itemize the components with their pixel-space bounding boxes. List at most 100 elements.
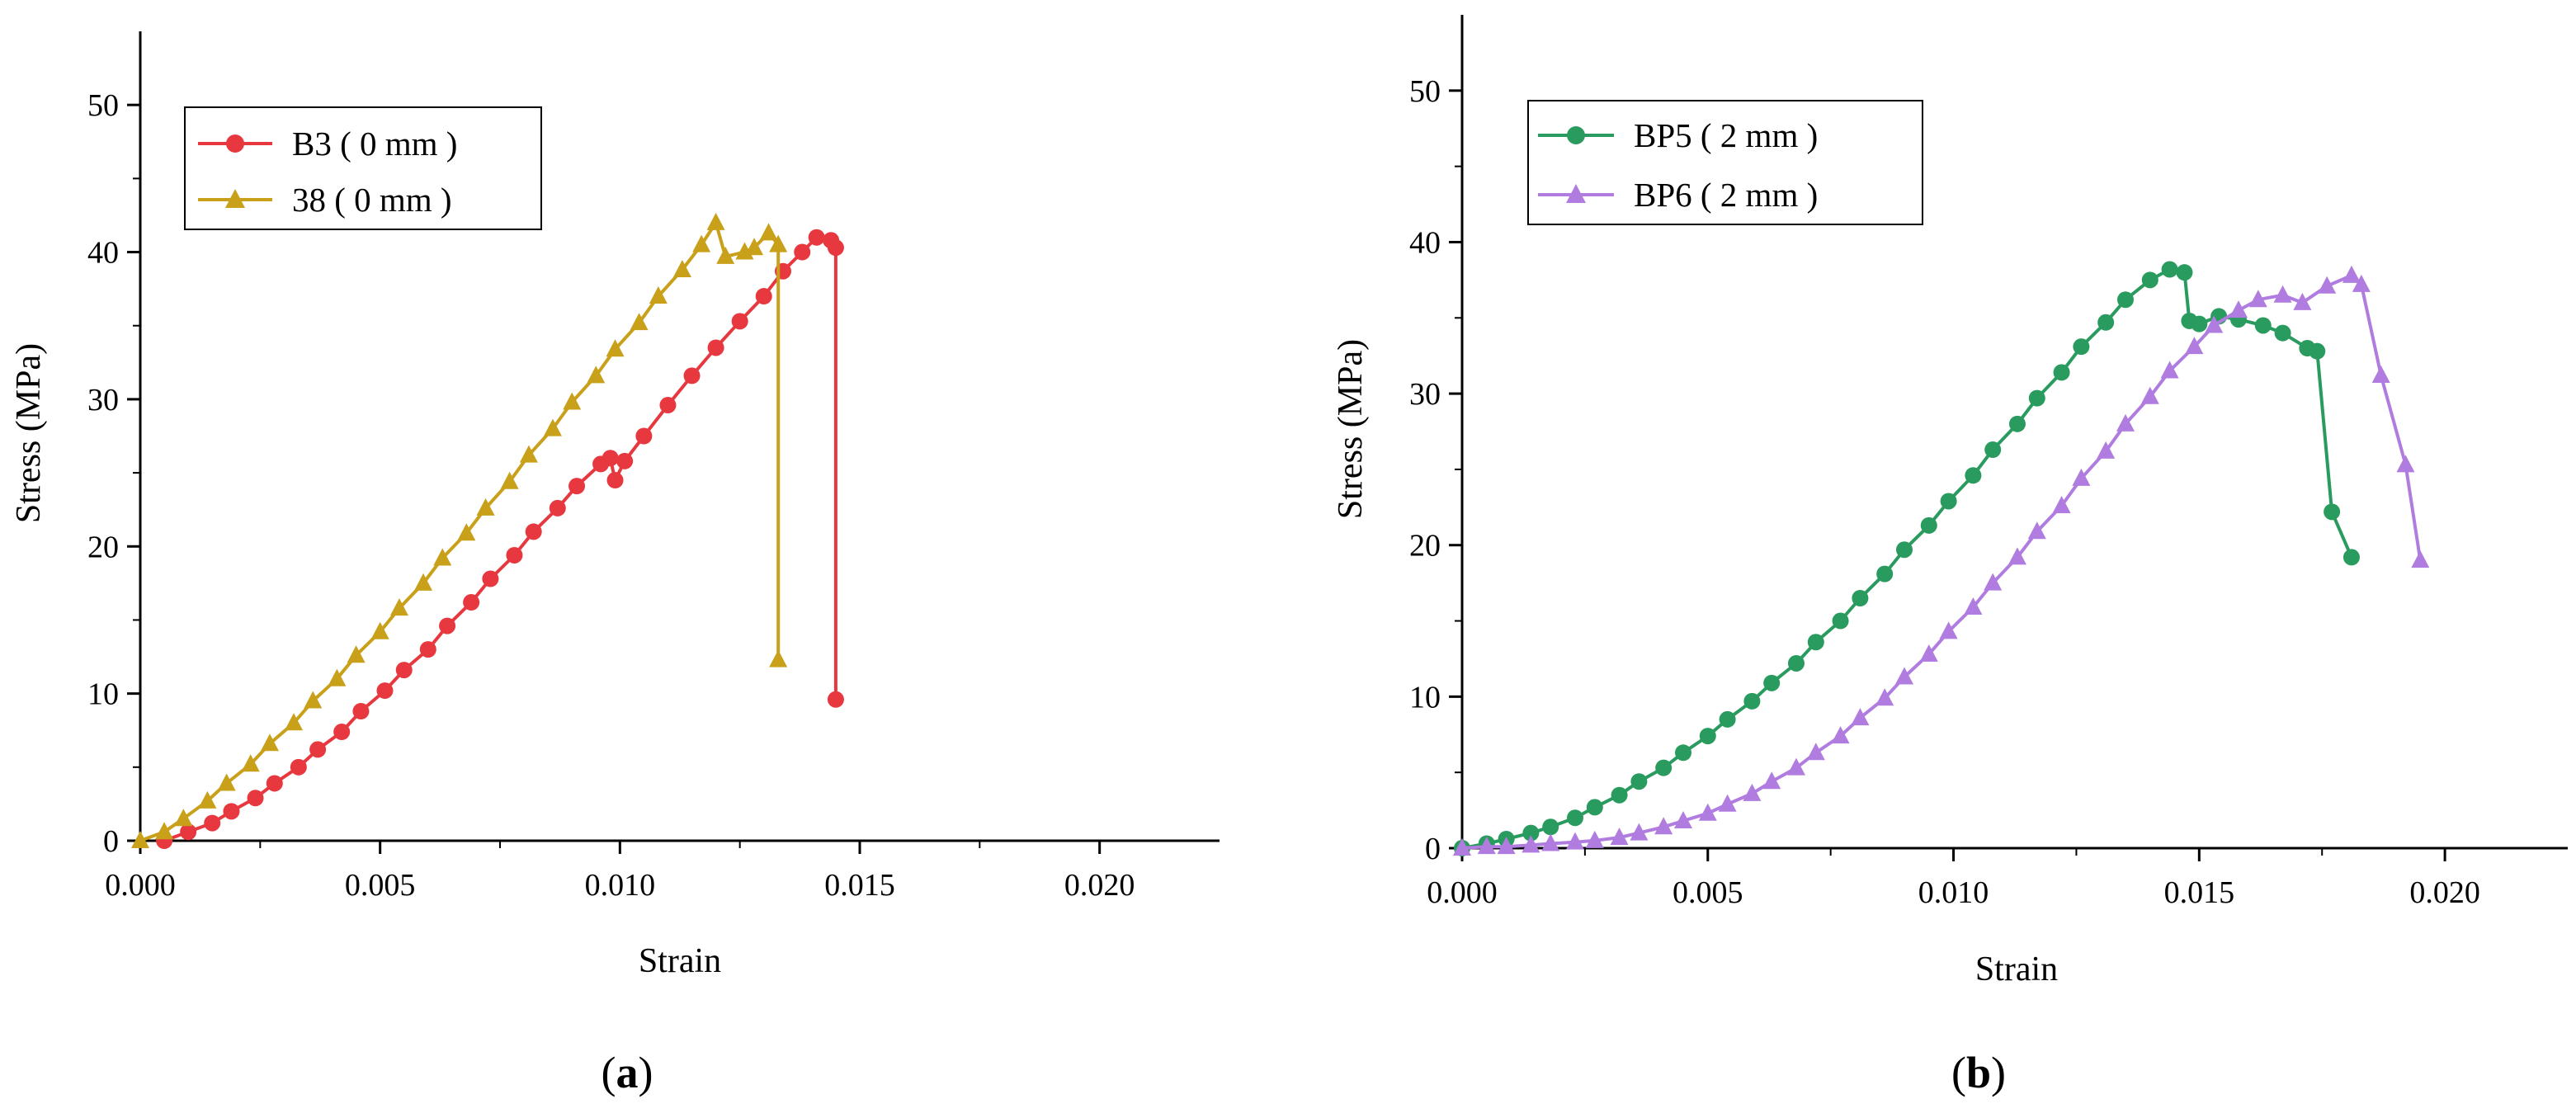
series-b3-point: [549, 499, 566, 516]
series-bp6-point: [1895, 667, 1913, 685]
series-bp6-point: [1718, 794, 1737, 812]
series-bp6-point: [2371, 365, 2390, 384]
series-38-point: [174, 809, 193, 827]
series-bp5-point: [1522, 824, 1540, 842]
series-b3-point: [309, 741, 327, 758]
series-bp5-point: [1630, 773, 1648, 790]
series-b3-point: [376, 682, 394, 700]
series-bp5-point: [2117, 291, 2134, 309]
series-38-point: [745, 238, 764, 256]
series-38-point: [285, 713, 304, 731]
series-bp6-point: [2411, 550, 2430, 568]
panel-b-y-ticks: 0 10 20 30 40 50: [1409, 74, 1462, 866]
series-bp5-point: [2309, 342, 2326, 360]
series-38-point: [519, 445, 538, 463]
series-bp6-point: [2052, 495, 2071, 513]
series-b3-point: [683, 367, 701, 384]
series-bp5-point: [1763, 674, 1781, 691]
series-bp6-point: [1743, 783, 1762, 801]
series-38-point: [155, 822, 174, 840]
panel-a-x-ticks: 0.000 0.005 0.010 0.015 0.020: [105, 841, 1135, 903]
panel-b-x-tick-label: 0.015: [2164, 875, 2235, 910]
series-bp6-point: [1806, 743, 1825, 761]
panel-b-y-tick-label: 30: [1409, 377, 1441, 412]
panel-a-x-axis-title: Strain: [639, 942, 721, 980]
series-38-point: [672, 259, 691, 277]
series-bp5-point: [1984, 441, 2002, 459]
series-b3-point: [419, 641, 436, 658]
panel-a-x-tick-label: 0.020: [1064, 868, 1135, 903]
series-bp6-point: [1964, 597, 1983, 615]
series-b3-point: [616, 452, 634, 469]
panel-b-x-axis-title: Strain: [1975, 950, 2058, 988]
panel-a-x-tick-label: 0.010: [585, 868, 656, 903]
series-38-point: [706, 212, 725, 230]
series-bp5-point: [1920, 516, 1937, 534]
series-bp6-point: [1541, 833, 1560, 851]
series-bp5-point: [1699, 728, 1716, 745]
series-bp5-point: [1940, 493, 1957, 510]
series-b3-point: [635, 427, 653, 445]
series-bp6-point: [1654, 817, 1673, 835]
series-b3-point: [223, 803, 240, 820]
panel-a-x-tick-label: 0.005: [345, 868, 416, 903]
series-bp6-point: [1522, 835, 1540, 853]
series-38-point: [241, 754, 260, 772]
series-bp5-point: [2141, 271, 2158, 289]
series-bp6-point: [1610, 828, 1629, 846]
series-b3-point: [755, 288, 772, 305]
series-38-point: [630, 313, 649, 331]
series-bp5-point: [1586, 799, 1603, 816]
series-38-point: [769, 649, 788, 667]
series-bp6-point: [2205, 315, 2224, 333]
series-bp6-point: [1831, 726, 1850, 744]
legend-b3-marker: [226, 134, 244, 153]
series-b3-point: [569, 478, 586, 495]
panel-b-legend-box: [1527, 100, 1923, 225]
series-bp5-point: [1832, 612, 1849, 630]
legend-b3-label: B3 ( 0 mm ): [292, 125, 457, 163]
series-bp5-line: [1461, 267, 2353, 850]
series-bp5-point: [1655, 759, 1673, 776]
series-38-point: [413, 573, 432, 591]
series-b3-point: [731, 313, 748, 330]
series-b3-point: [247, 790, 264, 807]
series-bp5-point: [2073, 338, 2090, 356]
series-bp6-point: [1565, 832, 1584, 850]
series-38-point: [347, 645, 366, 663]
panel-b-y-tick-label: 20: [1409, 529, 1441, 564]
series-bp6-point: [2185, 337, 2204, 355]
series-bp6-point: [2293, 292, 2312, 310]
legend-bp6-marker: [1566, 184, 1586, 203]
series-38-point: [769, 234, 788, 252]
legend-bp6-label: BP6 ( 2 mm ): [1634, 176, 1818, 214]
series-38-point: [217, 773, 236, 791]
series-bp5-point: [2324, 503, 2341, 521]
series-bp6-point: [2007, 547, 2026, 565]
panel-a-legend-box: [184, 106, 542, 230]
series-b3-point: [606, 472, 624, 489]
series-38-point: [389, 598, 408, 616]
panel-a-x-tick-label: 0.000: [105, 868, 176, 903]
series-bp5-point: [1852, 590, 1869, 606]
panel-b-y-tick-label: 0: [1425, 832, 1441, 866]
series-bp6-line: [1461, 273, 2423, 850]
panel-b-caption: (b): [1951, 1048, 2006, 1097]
series-38-line: [139, 220, 781, 842]
series-bp6-point: [2352, 274, 2371, 292]
series-bp5-point: [1719, 710, 1736, 728]
panel-a-y-tick-label: 20: [87, 530, 119, 564]
panel-b-x-tick-label: 0.020: [2409, 875, 2480, 910]
panel-a-plot-area: [131, 212, 844, 849]
series-b3-point: [827, 239, 844, 257]
series-bp5-point: [2097, 314, 2115, 331]
series-b3-point: [290, 758, 307, 776]
panel-a-y-tick-label: 40: [87, 236, 119, 271]
series-bp5-point: [2028, 389, 2045, 407]
series-bp5-point: [1965, 467, 1982, 484]
panel-b-letter: b: [1966, 1048, 1991, 1097]
panel-a-letter: a: [616, 1048, 639, 1097]
series-bp6-point: [1851, 708, 1870, 726]
series-bp5-point: [1787, 654, 1805, 672]
series-38-point: [370, 621, 389, 639]
